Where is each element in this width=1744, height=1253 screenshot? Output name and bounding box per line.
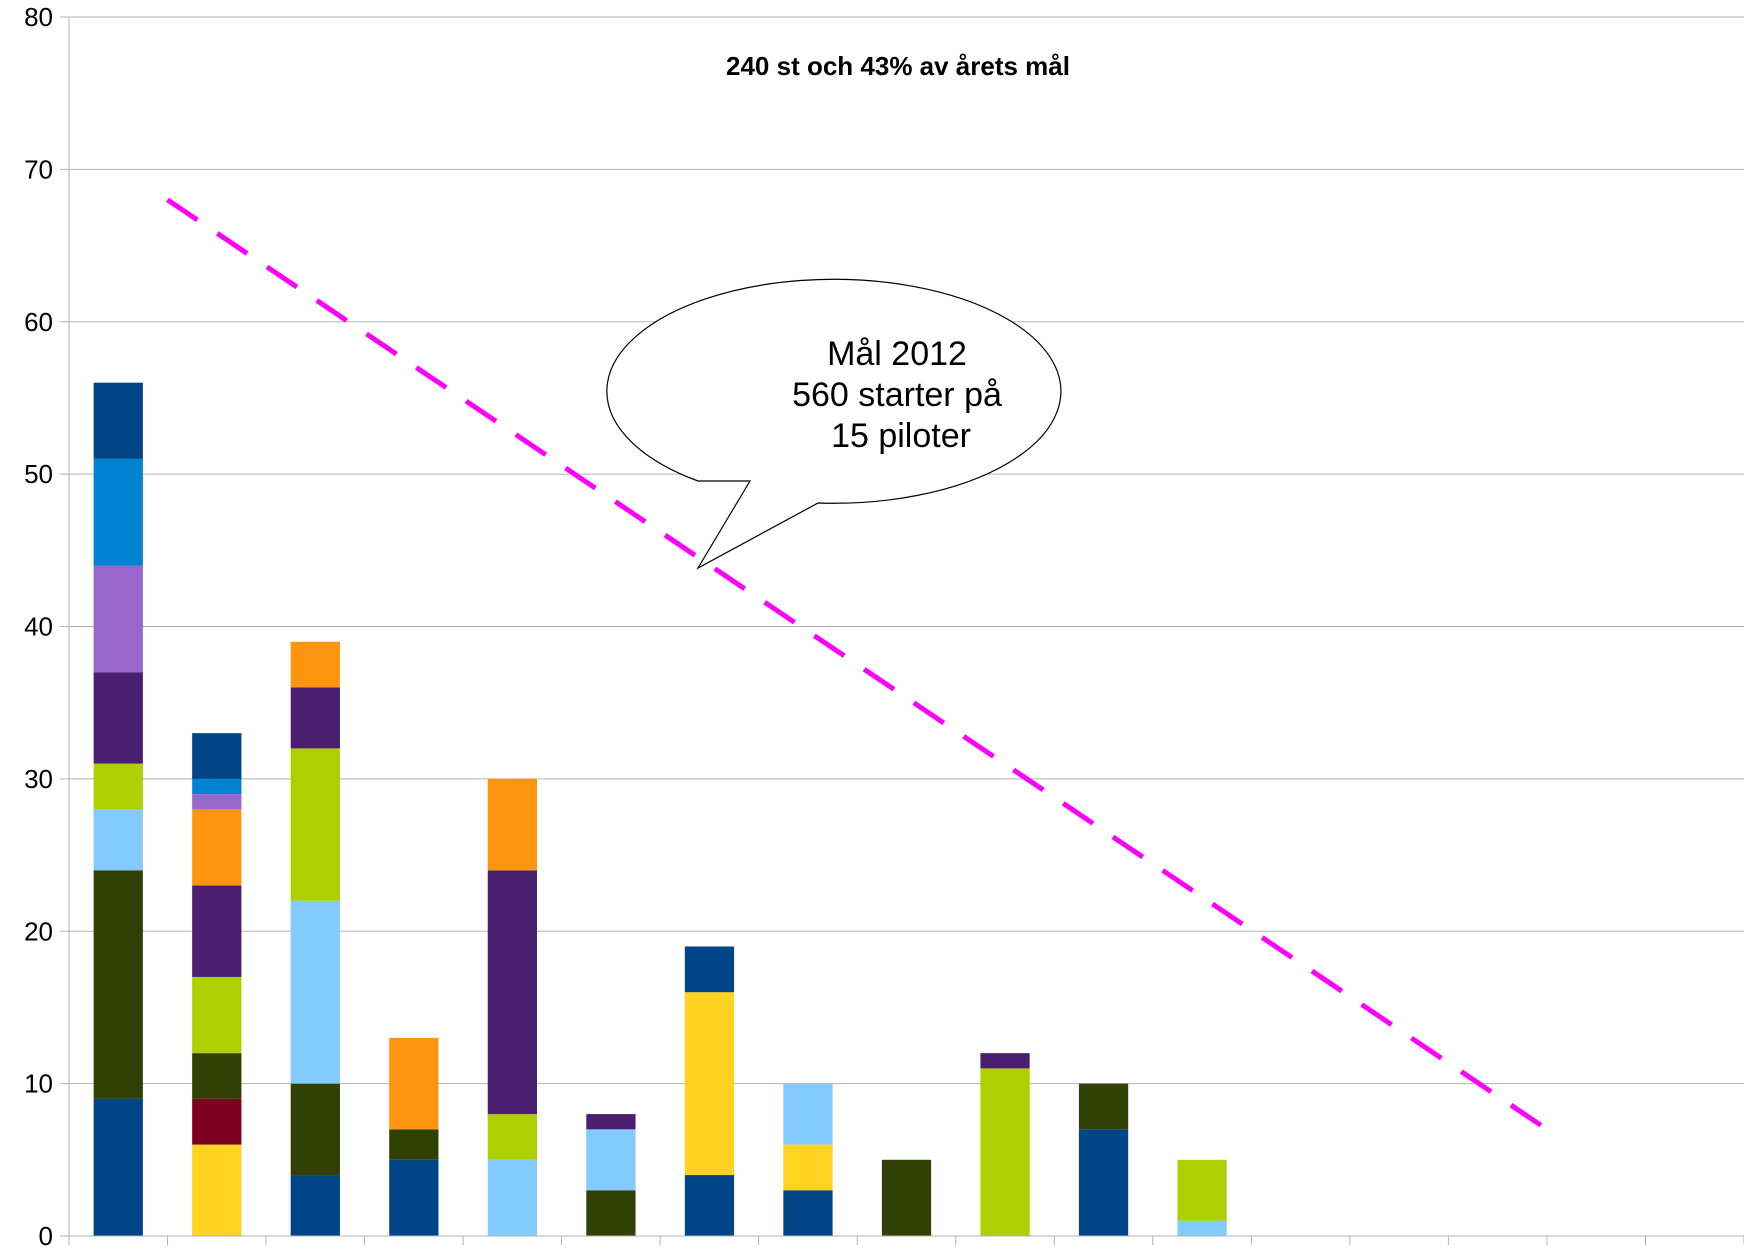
bar-segment [192,885,242,977]
bar-segment [290,1175,340,1236]
bar-segment [487,778,538,871]
bar-segment [93,382,143,459]
y-tick-label: 50 [24,459,53,489]
bar-segment [487,1159,538,1236]
bar-segment [389,1129,439,1160]
y-tick-label: 30 [24,764,53,794]
chart-title: 240 st och 43% av årets mål [726,51,1070,81]
bar-segment [389,1159,439,1236]
bar-segment [93,763,143,810]
bar-segment [192,1053,242,1099]
bar-segment [684,992,735,1176]
bar-segment [487,1114,538,1160]
bar-segment [783,1083,833,1145]
bar-segment [586,1114,636,1130]
bar-segment [586,1190,636,1236]
bar-segment [684,946,735,993]
callout-line-2: 560 starter på [792,376,1002,414]
bar-segment [783,1190,833,1236]
bar-segment [192,1144,242,1236]
bar-segment [586,1129,636,1191]
bar-segment [192,1098,242,1145]
callout-line-1: Mål 2012 [827,335,967,373]
bar-segment [1078,1083,1129,1130]
y-tick-label: 80 [24,2,53,32]
goal-line [166,197,1549,1132]
bar-segment [290,900,340,1084]
bar-segment [389,1037,439,1130]
bar-segment [684,1175,735,1236]
bar-segment [192,976,242,1054]
y-tick-label: 10 [24,1069,53,1099]
bar-segment [980,1068,1030,1236]
bar-segment [290,641,340,688]
axes [68,17,1744,1245]
bar-segment [881,1159,932,1236]
bar-segment [192,794,242,810]
bar-segment [192,733,242,779]
bar-segment [290,1083,340,1176]
y-tick-label: 60 [24,307,53,337]
bar-segment [192,809,242,886]
callout: Mål 2012 560 starter på 15 piloter [606,278,1062,570]
bar-segment [290,687,340,749]
bar-segment [93,672,143,764]
bars [93,382,1227,1236]
y-tick-label: 0 [39,1221,53,1251]
bar-segment [1177,1159,1227,1221]
bar-segment [1177,1220,1227,1236]
bar-segment [290,748,340,901]
y-tick-labels: 0 10 20 30 40 50 60 70 80 [24,2,53,1251]
y-tick-label: 40 [24,612,53,642]
y-tick-label: 20 [24,916,53,946]
y-tick-label: 70 [24,154,53,184]
callout-line-3: 15 piloter [831,417,971,455]
bar-segment [93,1098,143,1236]
bar-segment [980,1053,1030,1069]
bar-segment [192,778,242,795]
bar-segment [93,458,143,566]
bar-segment [93,565,143,673]
bar-segment [93,870,143,1099]
callout-bubble [606,278,1062,570]
bar-segment [487,870,538,1115]
bar-segment [93,809,143,871]
bar-segment [1078,1129,1129,1236]
bar-segment [783,1144,833,1191]
